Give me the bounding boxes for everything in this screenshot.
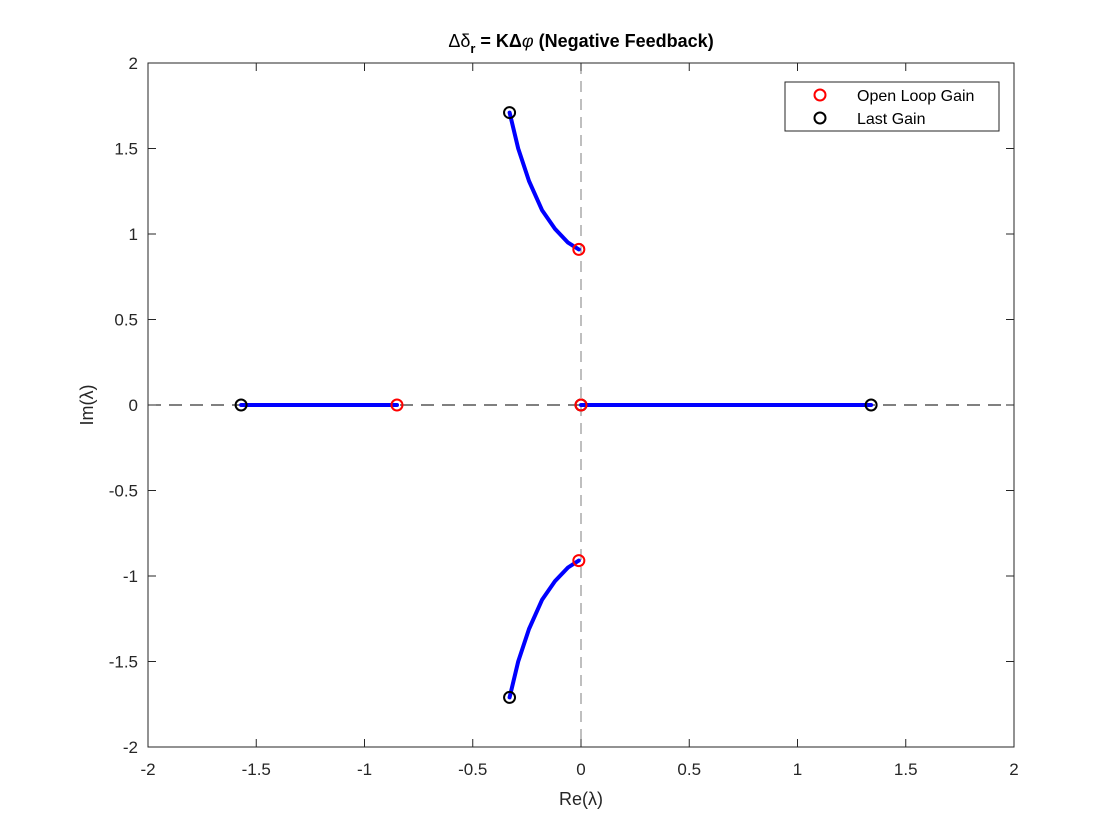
ticks <box>147 62 1015 748</box>
y-tick-label: 2 <box>129 54 138 73</box>
open-loop-marker-2 <box>572 242 586 256</box>
root-loci <box>239 110 874 700</box>
chart-title: Δδr = KΔφ (Negative Feedback) <box>448 31 713 56</box>
last-gain-marker-0 <box>234 398 248 412</box>
open-loop-marker-0 <box>390 398 404 412</box>
y-tick-label: 0.5 <box>114 311 138 330</box>
y-tick-label: -0.5 <box>109 482 138 501</box>
tick-labels: -2 -1.5 -1 -0.5 0 0.5 1 1.5 2 -2 -1.5 -1 -0.5 0 0.5 1 1.… <box>109 54 1019 779</box>
legend-label-last-gain: Last Gain <box>857 111 925 128</box>
x-tick-label: -2 <box>140 760 155 779</box>
last-gain-marker-4 <box>503 690 517 704</box>
legend-marker-last-gain <box>813 111 827 125</box>
y-tick-label: -2 <box>123 738 138 757</box>
y-tick-label: -1 <box>123 567 138 586</box>
locus-branch-3 <box>507 558 581 700</box>
y-tick-label: -1.5 <box>109 653 138 672</box>
x-tick-label: -1.5 <box>242 760 271 779</box>
open-loop-marker-3 <box>572 554 586 568</box>
last-gain-marker-3 <box>503 106 517 120</box>
legend: Open Loop Gain Last Gain <box>784 81 1000 132</box>
x-tick-label: 1.5 <box>894 760 918 779</box>
open-loop-marker-1 <box>574 398 588 412</box>
y-tick-label: 1.5 <box>114 140 138 159</box>
legend-marker-open-loop <box>813 88 827 102</box>
y-axis-label: Im(λ) <box>77 385 97 426</box>
x-tick-label: 0.5 <box>677 760 701 779</box>
legend-label-open-loop: Open Loop Gain <box>857 88 974 105</box>
locus-branch-2 <box>507 110 581 252</box>
y-tick-label: 0 <box>129 396 138 415</box>
x-tick-label: 1 <box>793 760 802 779</box>
x-tick-label: -0.5 <box>458 760 487 779</box>
markers <box>234 106 878 704</box>
y-tick-label: 1 <box>129 225 138 244</box>
x-tick-label: 2 <box>1009 760 1018 779</box>
last-gain-marker-1 <box>864 398 878 412</box>
x-tick-label: 0 <box>576 760 585 779</box>
x-axis-label: Re(λ) <box>559 789 603 809</box>
x-tick-label: -1 <box>357 760 372 779</box>
